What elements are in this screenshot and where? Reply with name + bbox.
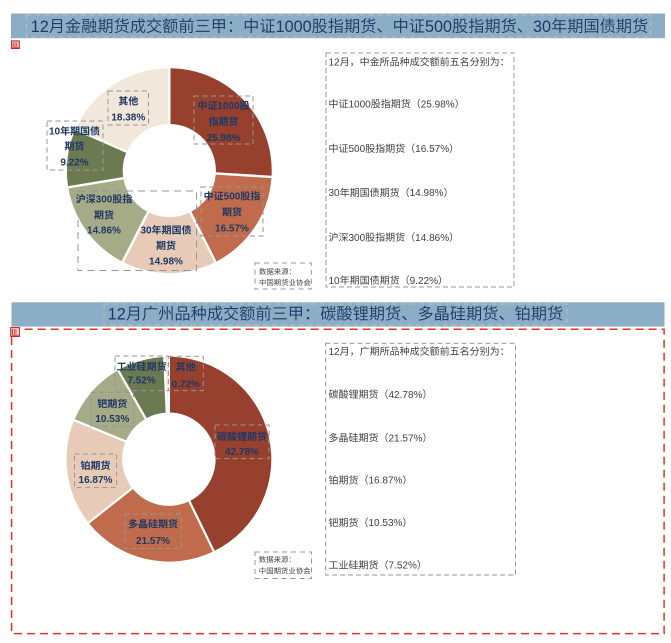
svg-text:30: 30 xyxy=(533,18,551,36)
svg-text:10: 10 xyxy=(49,127,61,138)
svg-text:21.57%: 21.57% xyxy=(389,433,423,444)
svg-text:16.57%: 16.57% xyxy=(415,144,449,155)
svg-text:14.86%: 14.86% xyxy=(87,226,121,237)
svg-text:30: 30 xyxy=(140,226,152,237)
svg-text:25.98%: 25.98% xyxy=(421,99,455,110)
svg-text:14.98%: 14.98% xyxy=(410,188,444,199)
svg-text:42.78%: 42.78% xyxy=(389,390,423,401)
svg-text:500: 500 xyxy=(224,192,241,203)
svg-text:1000: 1000 xyxy=(217,101,240,112)
svg-text:300: 300 xyxy=(96,195,113,206)
svg-text:16.87%: 16.87% xyxy=(369,476,403,487)
svg-text:16.57%: 16.57% xyxy=(215,224,249,235)
svg-text:12: 12 xyxy=(31,18,49,36)
svg-text:7.52%: 7.52% xyxy=(127,376,155,387)
svg-text:300: 300 xyxy=(349,233,366,244)
svg-text:12: 12 xyxy=(329,57,341,68)
svg-text:0.72%: 0.72% xyxy=(172,380,200,391)
svg-text:10: 10 xyxy=(329,276,341,287)
svg-text:500: 500 xyxy=(349,144,366,155)
svg-text:12: 12 xyxy=(329,347,341,358)
svg-text:10.53%: 10.53% xyxy=(369,518,403,529)
svg-text:12: 12 xyxy=(108,305,126,323)
svg-text:1000: 1000 xyxy=(349,99,372,110)
svg-text:14.98%: 14.98% xyxy=(149,257,183,268)
svg-text:14.86%: 14.86% xyxy=(415,233,449,244)
svg-text:7.52%: 7.52% xyxy=(389,561,417,572)
svg-text:10.53%: 10.53% xyxy=(95,414,129,425)
svg-text:9.22%: 9.22% xyxy=(410,276,438,287)
svg-text:25.98%: 25.98% xyxy=(207,133,241,144)
svg-text:500: 500 xyxy=(425,18,452,36)
svg-text:18.38%: 18.38% xyxy=(111,113,145,124)
svg-text:16.87%: 16.87% xyxy=(79,475,113,486)
svg-text:1000: 1000 xyxy=(276,18,312,36)
svg-text:9.22%: 9.22% xyxy=(60,158,88,169)
svg-text:42.78%: 42.78% xyxy=(225,447,259,458)
svg-text:21.57%: 21.57% xyxy=(136,536,170,547)
svg-text:30: 30 xyxy=(329,188,341,199)
